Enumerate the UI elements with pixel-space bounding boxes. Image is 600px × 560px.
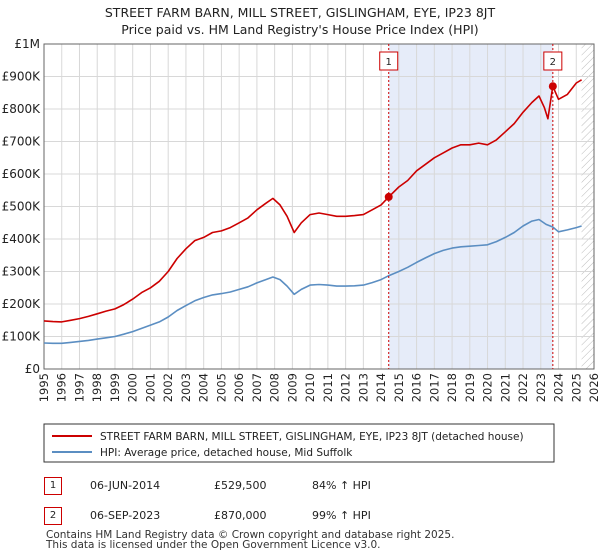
x-tick-label: 2003 — [179, 373, 193, 402]
y-tick-label: £400K — [2, 232, 42, 246]
y-tick-label: £100K — [2, 330, 42, 344]
sale-price: £529,500 — [214, 479, 267, 492]
y-tick-label: £300K — [2, 265, 42, 279]
x-tick-label: 2004 — [197, 373, 211, 402]
sale-point — [548, 82, 557, 91]
table-row: 1 06-JUN-2014 £529,500 84% ↑ HPI — [44, 476, 564, 496]
x-tick-label: 2015 — [392, 373, 406, 402]
x-tick-label: 1995 — [37, 373, 51, 402]
x-tick-label: 2013 — [356, 373, 370, 402]
x-tick-label: 2016 — [410, 373, 424, 402]
legend-label-property: STREET FARM BARN, MILL STREET, GISLINGHA… — [100, 431, 524, 443]
x-tick-label: 1996 — [55, 373, 69, 402]
x-tick-label: 2005 — [214, 373, 228, 402]
x-tick-label: 2002 — [161, 373, 175, 402]
x-tick-label: 2025 — [569, 373, 583, 402]
x-tick-label: 1999 — [108, 373, 122, 402]
legend-box — [43, 423, 555, 463]
footer: Contains HM Land Registry data © Crown c… — [46, 529, 455, 551]
x-tick-label: 2000 — [126, 373, 140, 402]
sale-marker-box — [543, 51, 563, 71]
x-tick-label: 2023 — [534, 373, 548, 402]
y-tick-label: £900K — [2, 70, 42, 84]
y-tick-label: £0 — [25, 362, 40, 376]
sale-marker-box — [379, 51, 399, 71]
x-tick-label: 2018 — [445, 373, 459, 402]
x-tick-label: 2014 — [374, 373, 388, 402]
legend-label-hpi: HPI: Average price, detached house, Mid … — [100, 447, 353, 459]
x-tick-label: 2007 — [250, 373, 264, 402]
sale-price: £870,000 — [214, 509, 267, 522]
y-tick-label: £500K — [2, 200, 42, 214]
table-row: 2 06-SEP-2023 £870,000 99% ↑ HPI — [44, 506, 564, 526]
sale-marker-label: 2 — [550, 57, 556, 68]
x-tick-label: 2021 — [498, 373, 512, 402]
x-tick-label: 2001 — [143, 373, 157, 402]
footer-licence: This data is licensed under the Open Gov… — [46, 539, 381, 551]
hpi-change: 99% ↑ HPI — [312, 509, 371, 522]
x-tick-label: 2020 — [481, 373, 495, 402]
x-tick-label: 2017 — [427, 373, 441, 402]
y-tick-label: £200K — [2, 297, 42, 311]
y-tick-label: £600K — [2, 167, 42, 181]
x-tick-label: 2006 — [232, 373, 246, 402]
sale-date: 06-SEP-2023 — [90, 509, 161, 522]
marker-badge: 2 — [44, 507, 62, 525]
x-tick-label: 1997 — [72, 373, 86, 402]
x-tick-label: 1998 — [90, 373, 104, 402]
chart-title: STREET FARM BARN, MILL STREET, GISLINGHA… — [105, 5, 496, 20]
marker-badge: 1 — [44, 477, 62, 495]
y-tick-label: £800K — [2, 102, 42, 116]
x-tick-label: 2009 — [285, 373, 299, 402]
x-tick-label: 2019 — [463, 373, 477, 402]
x-tick-label: 2022 — [516, 373, 530, 402]
x-tick-label: 2008 — [268, 373, 282, 402]
plot-border — [43, 43, 595, 370]
sale-marker-label: 1 — [386, 57, 392, 68]
sale-point — [384, 192, 393, 201]
y-tick-label: £700K — [2, 135, 42, 149]
chart-subtitle: Price paid vs. HM Land Registry's House … — [121, 22, 478, 37]
footer-copyright: Contains HM Land Registry data © Crown c… — [46, 529, 455, 541]
x-tick-label: 2024 — [552, 373, 566, 402]
hpi-change: 84% ↑ HPI — [312, 479, 371, 492]
x-tick-label: 2011 — [321, 373, 335, 402]
x-tick-label: 2010 — [303, 373, 317, 402]
x-tick-label: 2012 — [339, 373, 353, 402]
x-tick-label: 2026 — [587, 373, 600, 402]
y-tick-label: £1M — [14, 37, 40, 51]
hpi-line — [43, 218, 582, 345]
property-price-line — [43, 79, 583, 323]
sale-date: 06-JUN-2014 — [90, 479, 161, 492]
